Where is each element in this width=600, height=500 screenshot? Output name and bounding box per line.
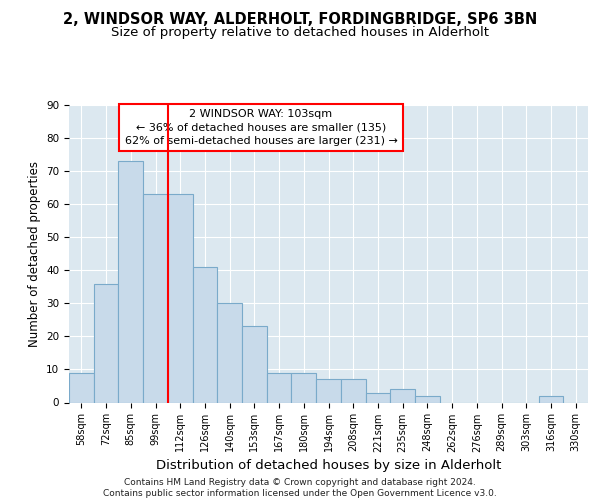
Bar: [365, 392, 390, 402]
Bar: [168, 194, 193, 402]
Bar: [242, 326, 267, 402]
Bar: [415, 396, 440, 402]
Text: 2, WINDSOR WAY, ALDERHOLT, FORDINGBRIDGE, SP6 3BN: 2, WINDSOR WAY, ALDERHOLT, FORDINGBRIDGE…: [63, 12, 537, 28]
X-axis label: Distribution of detached houses by size in Alderholt: Distribution of detached houses by size …: [156, 458, 501, 471]
Text: Size of property relative to detached houses in Alderholt: Size of property relative to detached ho…: [111, 26, 489, 39]
Bar: [390, 390, 415, 402]
Bar: [118, 161, 143, 402]
Text: 2 WINDSOR WAY: 103sqm
← 36% of detached houses are smaller (135)
62% of semi-det: 2 WINDSOR WAY: 103sqm ← 36% of detached …: [125, 110, 397, 146]
Bar: [69, 373, 94, 402]
Bar: [316, 380, 341, 402]
Bar: [143, 194, 168, 402]
Y-axis label: Number of detached properties: Number of detached properties: [28, 161, 41, 347]
Bar: [267, 373, 292, 402]
Bar: [217, 304, 242, 402]
Bar: [341, 380, 365, 402]
Bar: [292, 373, 316, 402]
Bar: [539, 396, 563, 402]
Bar: [193, 267, 217, 402]
Text: Contains HM Land Registry data © Crown copyright and database right 2024.
Contai: Contains HM Land Registry data © Crown c…: [103, 478, 497, 498]
Bar: [94, 284, 118, 403]
